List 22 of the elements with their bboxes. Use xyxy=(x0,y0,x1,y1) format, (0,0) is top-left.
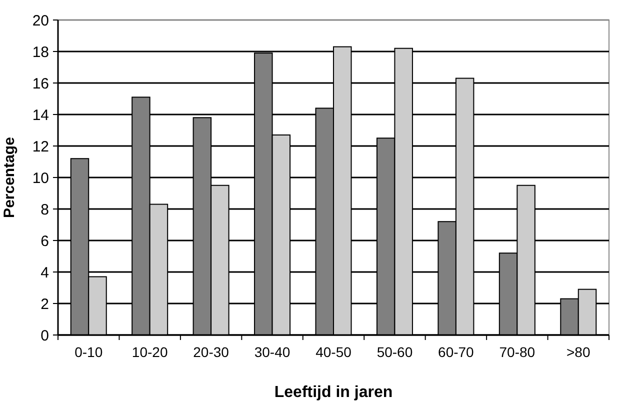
y-tick-label: 6 xyxy=(40,232,49,250)
y-tick-label: 14 xyxy=(32,106,49,124)
y-tick-label: 10 xyxy=(32,170,49,187)
x-tick-label: 60-70 xyxy=(438,344,474,360)
x-tick-label: 30-40 xyxy=(254,344,290,360)
x-tick-label: 70-80 xyxy=(499,344,536,360)
y-tick-label: 2 xyxy=(40,296,49,313)
y-tick-label: 0 xyxy=(40,327,49,344)
x-tick-label: 10-20 xyxy=(132,344,168,360)
x-tick-label: 0-10 xyxy=(74,344,103,360)
x-tick-label: 20-30 xyxy=(193,344,230,360)
y-tick-label: 20 xyxy=(32,12,49,30)
y-tick-label: 8 xyxy=(40,201,49,218)
x-tick-label: 40-50 xyxy=(316,344,352,360)
x-tick-label: >80 xyxy=(566,344,590,360)
y-tick-label: 12 xyxy=(32,138,49,156)
y-axis-title: Percentage xyxy=(1,137,18,218)
x-tick-label: 50-60 xyxy=(376,344,413,360)
x-axis-title: Leeftijd in jaren xyxy=(274,384,393,401)
y-tick-label: 16 xyxy=(32,75,49,92)
y-tick-label: 18 xyxy=(32,44,49,61)
y-tick-label: 4 xyxy=(40,264,49,282)
